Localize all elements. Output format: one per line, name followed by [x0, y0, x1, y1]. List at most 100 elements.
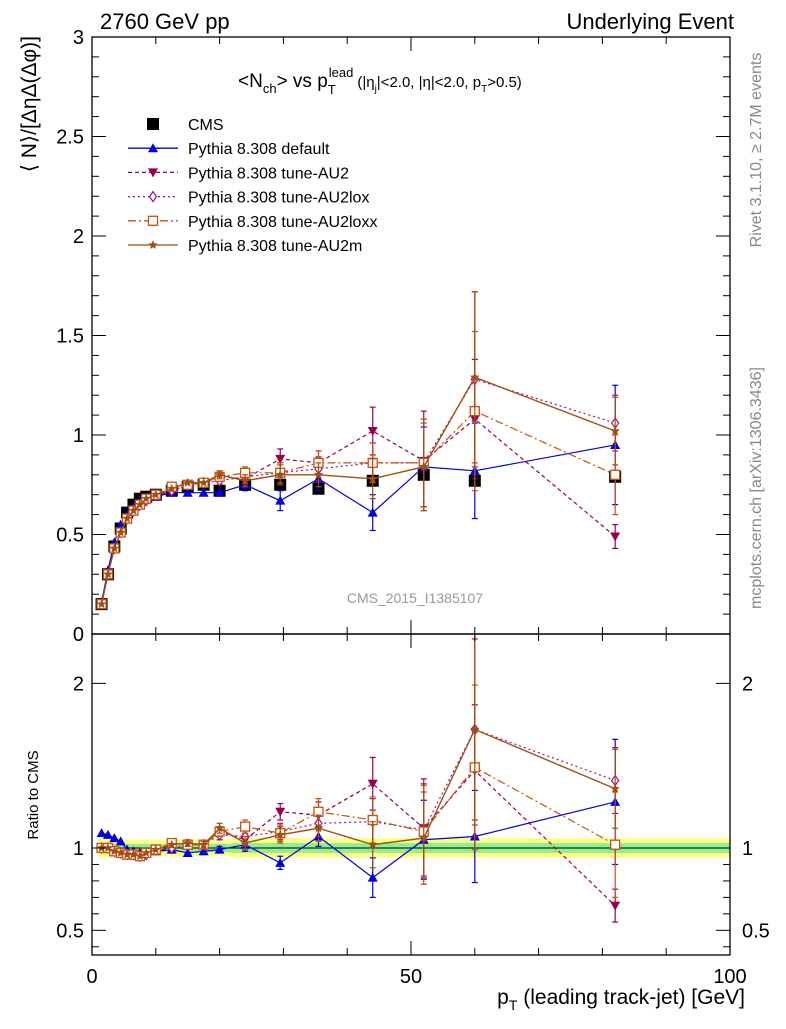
data-point-AU2m: [128, 505, 139, 515]
y-tick-label: 1: [73, 425, 84, 447]
data-point-default: [198, 487, 209, 497]
y-tick-label: 1: [73, 838, 84, 860]
legend-marker: [148, 190, 158, 203]
legend-marker: [147, 118, 159, 130]
ratio-panel-plot-area: [92, 634, 730, 923]
data-point-default: [198, 846, 209, 856]
legend-label: Pythia 8.308 tune-AU2: [188, 165, 349, 182]
data-point-AU2m: [115, 847, 126, 857]
data-point-default: [182, 847, 193, 857]
data-point-AU2m: [275, 829, 285, 839]
data-point-AU2m: [240, 475, 250, 485]
x-tick-label: 100: [713, 966, 746, 988]
legend-label: Pythia 8.308 tune-AU2lox: [188, 190, 369, 207]
legend-marker: [148, 143, 158, 153]
legend-item-default: Pythia 8.308 default: [128, 141, 330, 158]
data-point-default: [275, 495, 286, 505]
data-point-AU2loxx: [610, 839, 621, 850]
data-point-AU2m: [313, 469, 324, 479]
y-tick-label: 1.5: [56, 326, 84, 348]
data-point-AU2: [610, 532, 621, 542]
series-AU2m-ratio-panel: [96, 634, 620, 885]
data-point-AU2m: [214, 469, 225, 479]
x-tick-label: 0: [86, 966, 97, 988]
data-point-default: [367, 507, 378, 517]
series-default-main-panel: [96, 384, 621, 607]
legend-label: Pythia 8.308 tune-AU2loxx: [188, 214, 377, 231]
data-point-default: [214, 844, 225, 854]
y-tick-label: 2.5: [56, 127, 84, 149]
data-point-AU2m: [610, 426, 620, 436]
data-point-default: [214, 487, 225, 497]
series-line-default: [100, 444, 616, 603]
x-tick-label: 50: [400, 966, 422, 988]
data-point-AU2m: [151, 489, 161, 499]
legend: CMS Pythia 8.308 default Pythia 8.308 tune…: [128, 117, 377, 255]
data-point-AU2m: [122, 849, 132, 859]
x-axis-label: pT (leading track-jet) [GeV]: [497, 986, 745, 1013]
y-tick-label: 3: [73, 27, 84, 49]
data-point-AU2m: [182, 838, 193, 848]
data-point-default: [115, 836, 126, 846]
data-point-AU2m: [470, 724, 480, 734]
data-point-AU2m: [166, 483, 177, 493]
data-point-default: [96, 828, 107, 838]
data-point-AU2m: [115, 527, 126, 537]
data-point-AU2m: [109, 846, 120, 856]
data-point-AU2m: [128, 849, 139, 859]
ratio-y-axis-label: Ratio to CMS: [25, 750, 42, 839]
header-left: 2760 GeV pp: [100, 9, 230, 34]
data-point-AU2: [275, 454, 286, 464]
legend-label: CMS: [188, 117, 224, 134]
data-point-AU2m: [419, 833, 429, 843]
ratio-panel-frame: [91, 633, 731, 956]
data-point-AU2m: [135, 499, 145, 509]
series-AU2m-main-panel: [96, 291, 620, 609]
legend-label: Pythia 8.308 tune-AU2m: [188, 238, 362, 255]
data-point-AU2m: [198, 839, 209, 849]
y-tick-label-right: 2: [742, 673, 753, 695]
analysis-id-label: CMS_2015_I1385107: [347, 590, 483, 606]
legend-marker: [147, 215, 159, 226]
y-tick-label: 0.5: [56, 920, 84, 942]
series-AU2-ratio-panel: [96, 704, 621, 923]
data-point-AU2m: [141, 493, 151, 503]
data-point-AU2m: [109, 543, 120, 553]
data-point-AU2m: [151, 844, 161, 854]
data-point-AU2m: [313, 823, 324, 833]
mcplots-label: mcplots.cern.ch [arXiv:1306.3436]: [748, 367, 765, 609]
data-point-AU2m: [214, 823, 225, 833]
data-point-AU2m: [103, 569, 113, 579]
y-tick-label-right: 1: [742, 838, 753, 860]
data-point-AU2m: [198, 477, 209, 487]
rivet-label: Rivet 3.1.10, ≥ 2.7M events: [748, 53, 765, 248]
data-point-AU2m: [367, 839, 378, 849]
data-point-AU2m: [419, 461, 429, 471]
legend-item-AU2lox: Pythia 8.308 tune-AU2lox: [128, 190, 369, 207]
legend-item-CMS: CMS: [147, 117, 224, 134]
data-point-default: [367, 872, 378, 882]
data-point-AU2m: [103, 843, 113, 853]
series-line-AU2lox: [101, 728, 616, 857]
series-AU2loxx-ratio-panel: [96, 684, 621, 898]
data-point-AU2: [367, 427, 378, 437]
data-point-AU2m: [182, 477, 193, 487]
data-point-AU2loxx: [610, 469, 621, 480]
data-point-AU2: [367, 779, 378, 789]
data-point-AU2m: [610, 783, 620, 793]
data-point-AU2loxx: [239, 821, 251, 832]
main-title: <Nch> vs pTlead(|ηj|<2.0, |η|<2.0, pT>0.…: [238, 65, 522, 97]
legend-item-AU2loxx: Pythia 8.308 tune-AU2loxx: [128, 214, 377, 231]
legend-item-AU2: Pythia 8.308 tune-AU2: [128, 165, 349, 182]
data-point-default: [109, 833, 120, 843]
data-point-default: [102, 829, 113, 839]
data-point-AU2: [610, 901, 621, 911]
data-point-AU2m: [240, 838, 250, 848]
data-point-AU2m: [275, 469, 285, 479]
series-line-AU2m: [101, 728, 616, 857]
data-point-AU2m: [141, 847, 151, 857]
main-y-axis-label: ⟨ N⟩/[ΔηΔ(Δφ)]: [18, 36, 41, 172]
series-AU2lox-main-panel: [97, 291, 620, 611]
main-panel-plot-area: [95, 291, 622, 611]
